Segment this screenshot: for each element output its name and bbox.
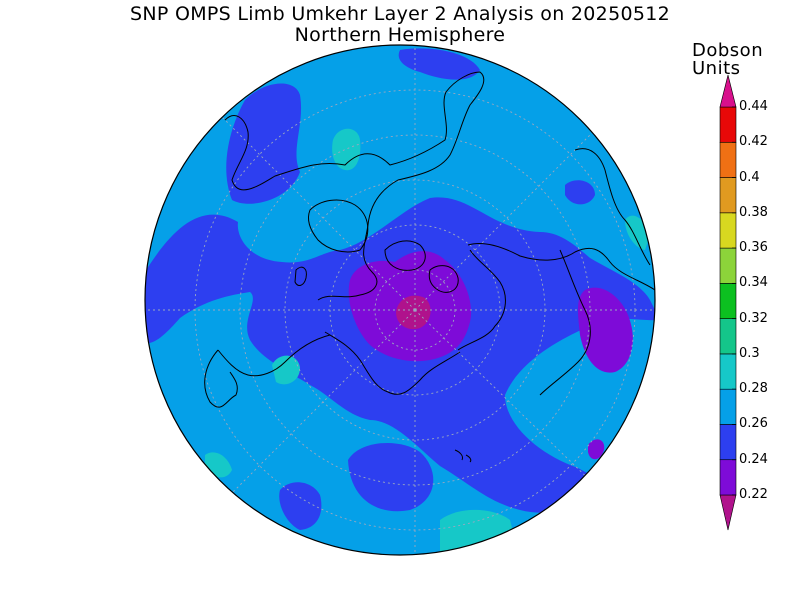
coastline-west-africa: [204, 349, 238, 408]
contour-region-nw-blue: [226, 83, 302, 204]
coastline-scandinavia: [457, 249, 506, 351]
colorbar-bin: [719, 212, 737, 249]
colorbar-bin: [719, 424, 737, 461]
hemisphere-border: [144, 44, 656, 556]
colorbar-bin: [719, 318, 737, 355]
colorbar-tick-label: 0.38: [739, 204, 768, 220]
map-title: SNP OMPS Limb Umkehr Layer 2 Analysis on…: [129, 3, 671, 25]
contour-region-north-blue: [398, 48, 480, 80]
contour-region-east-blue: [565, 180, 595, 205]
coastlines: [204, 71, 655, 463]
colorbar-bin: [719, 388, 737, 425]
meridian-line: [219, 114, 416, 311]
coastline-europe: [324, 331, 461, 395]
colorbar-tick-label: 0.4: [739, 169, 760, 185]
coastline-east-asia: [574, 148, 651, 266]
contour-region-north-cyan: [332, 128, 361, 171]
contour-region-east-purple: [577, 287, 633, 373]
coastline-japan: [454, 449, 472, 463]
colorbar-tick-label: 0.42: [739, 134, 768, 150]
colorbar-tick-label: 0.28: [739, 381, 768, 397]
coastline-north-america: [224, 71, 485, 301]
colorbar-bin: [719, 247, 737, 284]
contour-region-ssw-blue: [279, 482, 322, 530]
colorbar: [719, 74, 737, 531]
colorbar-tick-label: 0.3: [739, 345, 760, 361]
colorbar-bin: [719, 177, 737, 214]
meridian-line: [414, 124, 601, 311]
colorbar-bin: [719, 141, 737, 178]
colorbar-bin: [719, 74, 737, 108]
colorbar-bin: [719, 494, 737, 531]
coastline-mediterranean: [217, 334, 331, 377]
hemisphere-disk: [145, 45, 655, 555]
colorbar-tick-label: 0.34: [739, 275, 768, 291]
meridian-line: [414, 309, 606, 496]
coastline-eurasia-north: [467, 242, 655, 291]
contour-region-west-cyan: [272, 355, 300, 385]
colorbar-tick-label: 0.26: [739, 416, 768, 432]
contour-region-se-purple: [588, 439, 605, 460]
colorbar-bin: [719, 459, 737, 496]
units-label-line1: Dobson: [692, 40, 764, 61]
coastline-greenland: [307, 199, 369, 253]
colorbar-bin: [719, 283, 737, 319]
graticule: [145, 45, 655, 555]
colorbar-bin: [719, 106, 737, 143]
coastline-asia-mainland: [539, 249, 591, 396]
colorbar-tick-label: 0.32: [739, 310, 768, 326]
units-label-line2: Units: [692, 58, 741, 79]
coastline-arctic-islands: [384, 240, 459, 293]
map-subtitle: Northern Hemisphere: [294, 24, 506, 46]
colorbar-tick-label: 0.44: [739, 99, 768, 114]
colorbar-bin: [719, 353, 737, 390]
colorbar-tick-label: 0.24: [739, 451, 768, 467]
colorbar-tick-label: 0.22: [739, 487, 768, 502]
coastline-uk: [294, 266, 307, 286]
contour-region-polar-min: [396, 295, 431, 330]
contour-region-south-blue: [348, 442, 434, 512]
colorbar-tick-label: 0.36: [739, 240, 768, 256]
